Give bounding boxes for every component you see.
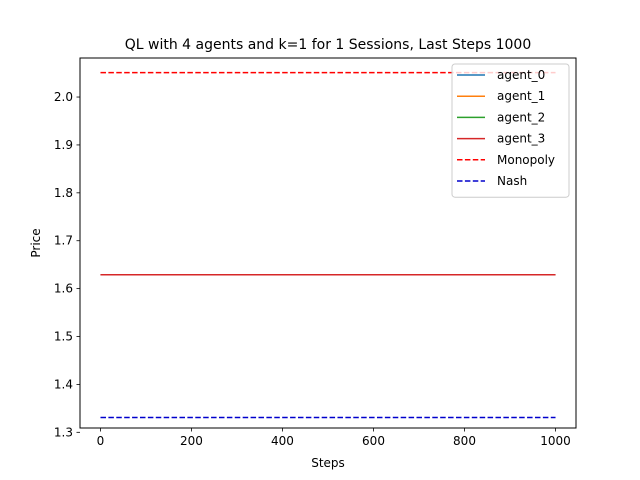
x-axis-label: Steps: [311, 456, 345, 470]
y-tick-label: 1.8: [54, 186, 73, 200]
y-tick-label: 1.3: [54, 425, 73, 439]
legend-label: Monopoly: [497, 153, 555, 167]
y-axis-label: Price: [29, 228, 43, 257]
y-tick-label: 1.7: [54, 234, 73, 248]
x-tick-label: 400: [271, 434, 294, 448]
y-tick-label: 1.6: [54, 282, 73, 296]
legend: agent_0 agent_1 agent_2 agent_3 Monopoly Nash: [452, 64, 569, 197]
y-tick-label: 1.4: [54, 377, 73, 391]
chart-title: QL with 4 agents and k=1 for 1 Sessions,…: [125, 37, 531, 53]
x-tick-label: 200: [180, 434, 203, 448]
x-tick-label: 800: [453, 434, 476, 448]
y-tick-label: 2.0: [54, 90, 73, 104]
legend-label: agent_2: [497, 110, 545, 124]
legend-label: agent_0: [497, 68, 545, 82]
legend-label: agent_3: [497, 132, 545, 146]
x-tick-label: 1000: [540, 434, 571, 448]
x-tick-label: 600: [362, 434, 385, 448]
x-tick-label: 0: [97, 434, 105, 448]
y-tick-label: 1.9: [54, 138, 73, 152]
legend-label: agent_1: [497, 89, 545, 103]
y-tick-label: 1.5: [54, 330, 73, 344]
legend-label: Nash: [497, 174, 527, 188]
